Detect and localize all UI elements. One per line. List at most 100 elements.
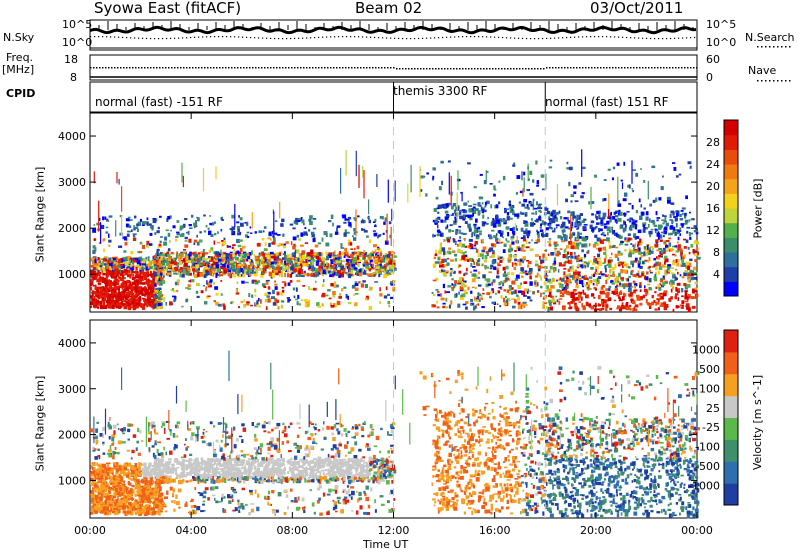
heatmap-cell <box>177 269 181 272</box>
heatmap-cell <box>182 223 186 228</box>
heatmap-cell <box>320 271 323 275</box>
heatmap-cell <box>266 295 270 298</box>
heatmap-cell <box>544 289 548 293</box>
freq-dot <box>195 67 197 69</box>
heatmap-cell <box>125 301 129 303</box>
heatmap-cell <box>295 274 300 277</box>
heatmap-cell <box>549 265 553 270</box>
heatmap-cell <box>231 226 236 230</box>
heatmap-cell <box>106 267 111 272</box>
heatmap-cell <box>554 248 557 250</box>
heatmap-cell <box>558 210 561 214</box>
heatmap-cell <box>536 201 538 206</box>
heatmap-cell <box>370 257 373 261</box>
heatmap-cell <box>634 242 637 247</box>
heatmap-cell <box>153 300 158 304</box>
heatmap-cell <box>392 287 396 292</box>
heatmap-cell <box>431 178 434 181</box>
heatmap-cell <box>188 258 192 263</box>
heatmap-cell <box>335 266 338 269</box>
nsearch-dot <box>466 36 468 38</box>
heatmap-cell <box>624 249 627 252</box>
heatmap-cell <box>198 252 201 255</box>
heatmap-cell <box>614 218 617 223</box>
heatmap-cell <box>655 301 660 305</box>
freq-dot <box>546 67 548 69</box>
heatmap-cell <box>282 233 285 237</box>
heatmap-cell <box>184 262 188 267</box>
heatmap-cell <box>347 219 350 223</box>
freq-dot <box>165 67 167 69</box>
heatmap-cell <box>302 262 306 267</box>
heatmap-cell <box>136 263 140 267</box>
heatmap-cell <box>166 253 171 258</box>
heatmap-cell <box>553 268 556 273</box>
heatmap-cell <box>468 228 472 232</box>
heatmap-cell <box>295 220 299 225</box>
heatmap-cell <box>111 291 115 296</box>
heatmap-cell <box>167 272 171 275</box>
heatmap-cell <box>380 257 384 260</box>
freq-dot <box>96 67 98 69</box>
heatmap-cell <box>622 264 627 267</box>
nsearch-dot <box>406 37 408 40</box>
heatmap-cell <box>674 296 677 300</box>
heatmap-cell <box>129 291 134 296</box>
heatmap-cell <box>618 306 622 312</box>
nsearch-dot <box>546 37 548 40</box>
heatmap-cell <box>243 265 246 269</box>
heatmap-cell <box>173 261 178 266</box>
heatmap-cell <box>273 255 277 260</box>
heatmap-cell <box>205 261 208 266</box>
heatmap-cell <box>569 275 574 278</box>
heatmap-cell <box>502 282 505 287</box>
heatmap-cell <box>620 277 624 280</box>
heatmap-cell <box>343 286 347 289</box>
heatmap-cell <box>656 256 658 259</box>
heatmap-cell <box>437 231 442 234</box>
heatmap-cell <box>222 241 226 245</box>
freq-dot <box>639 67 641 69</box>
heatmap-cell <box>680 249 683 254</box>
nsearch-dot <box>614 36 616 38</box>
heatmap-cell <box>238 239 243 242</box>
heatmap-cell <box>390 264 394 266</box>
heatmap-cell <box>552 215 555 220</box>
heatmap-cell <box>523 235 526 239</box>
heatmap-cell <box>442 283 445 289</box>
heatmap-cell <box>662 294 666 297</box>
heatmap-cell <box>311 255 313 258</box>
heatmap-cell <box>442 264 445 268</box>
heatmap-cell <box>617 200 620 204</box>
heatmap-cell <box>298 252 301 257</box>
heatmap-cell <box>658 287 662 291</box>
heatmap-cell <box>516 215 520 219</box>
heatmap-cell <box>436 233 441 237</box>
heatmap-cell <box>498 230 501 234</box>
heatmap-cell <box>688 232 691 237</box>
heatmap-cell <box>324 265 328 268</box>
heatmap-cell <box>676 269 678 271</box>
heatmap-cell <box>568 166 573 171</box>
heatmap-cell <box>237 274 240 276</box>
heatmap-cell <box>454 258 457 262</box>
heatmap-cell <box>473 306 476 311</box>
nsearch-dot <box>538 37 540 40</box>
heatmap-cell <box>134 293 139 298</box>
heatmap-cell <box>465 306 468 310</box>
heatmap-cell <box>101 267 105 271</box>
heatmap-cell <box>106 220 110 222</box>
heatmap-cell <box>561 286 566 292</box>
heatmap-cell <box>202 260 206 262</box>
heatmap-cell <box>142 264 144 267</box>
heatmap-cell <box>349 269 351 272</box>
heatmap-cell <box>124 272 127 276</box>
heatmap-cell <box>145 289 149 294</box>
heatmap-cell <box>325 262 328 266</box>
heatmap-cell <box>649 218 651 223</box>
nsearch-dot <box>634 37 636 39</box>
heatmap-cell <box>667 264 671 267</box>
heatmap-cell <box>118 295 121 300</box>
heatmap-cell <box>635 223 638 227</box>
